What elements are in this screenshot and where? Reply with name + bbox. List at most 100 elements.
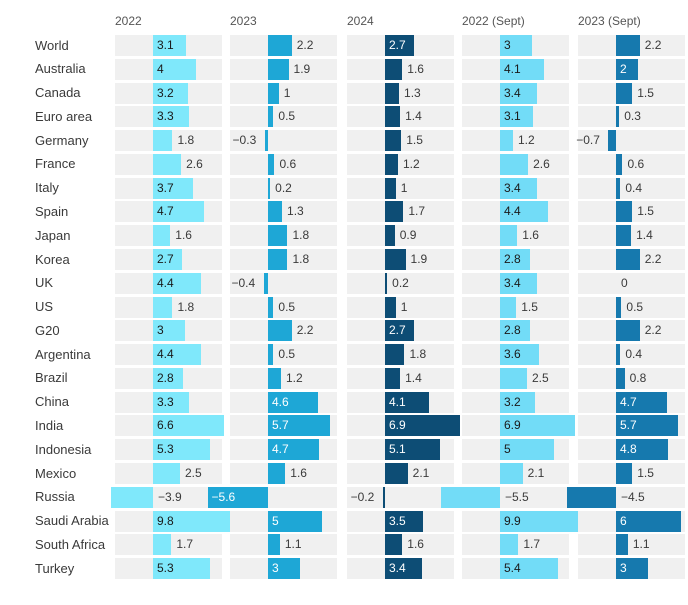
value-label: 1.7 <box>408 204 426 219</box>
value-label: 1.8 <box>292 228 310 243</box>
bar <box>382 486 385 508</box>
bar <box>616 35 640 56</box>
bar <box>153 272 201 294</box>
row-label: Russia <box>35 489 75 505</box>
bar-cell: 5 <box>462 439 569 461</box>
bar-cell: 1.8 <box>347 344 454 366</box>
bar-cell: 1.1 <box>578 534 685 556</box>
bar-cell: 4.8 <box>578 439 685 461</box>
value-label: 2.7 <box>389 323 406 338</box>
bar <box>268 558 301 580</box>
bar-cell: 0.5 <box>230 106 337 128</box>
value-label: 5.1 <box>389 442 406 457</box>
row-label: Italy <box>35 180 59 196</box>
bar-cell: 4.4 <box>115 344 222 366</box>
bar <box>500 130 513 152</box>
value-label: 0 <box>621 275 628 290</box>
bar-cell: 1.8 <box>115 130 222 152</box>
bar <box>616 82 633 104</box>
bar-cell: 5.4 <box>462 558 569 580</box>
value-label: 1.7 <box>523 537 541 552</box>
value-label: 2.2 <box>644 252 662 267</box>
bar <box>153 320 186 342</box>
value-label: 1.5 <box>637 85 654 100</box>
bar <box>385 225 395 247</box>
bar <box>616 463 633 485</box>
bar-cell: 3.2 <box>462 391 569 413</box>
value-label: 3 <box>272 561 279 576</box>
bar-cell: 5.3 <box>115 439 222 461</box>
bar-cell: 1.5 <box>347 130 454 152</box>
row-label: Indonesia <box>35 441 92 457</box>
value-label: −3.9 <box>158 489 182 504</box>
bar-cell: 3.3 <box>115 106 222 128</box>
bar <box>616 558 649 580</box>
bar-cell: 1.3 <box>347 82 454 104</box>
bar-cell: −0.3 <box>230 130 337 152</box>
bar <box>385 415 460 437</box>
value-label: 3 <box>504 38 511 52</box>
bar <box>153 558 211 580</box>
bar-cell: 2.1 <box>347 463 454 485</box>
value-label: 2.2 <box>296 323 314 338</box>
bar-cell: 1.9 <box>230 58 337 80</box>
value-label: 2.8 <box>504 323 521 338</box>
bar <box>268 106 274 128</box>
bar-cell: 1.2 <box>230 367 337 389</box>
value-label: 5 <box>272 513 279 528</box>
value-label: 4.4 <box>157 347 174 362</box>
bar <box>385 35 415 56</box>
bar <box>385 344 405 366</box>
bar <box>385 201 404 223</box>
row-label: Saudi Arabia <box>35 513 109 529</box>
value-label: 2.1 <box>412 466 430 481</box>
value-label: 1.3 <box>404 85 421 100</box>
bar <box>153 415 225 437</box>
bar-cell: 1.9 <box>347 249 454 271</box>
bar <box>385 463 408 485</box>
bar-cell: 2.6 <box>462 153 569 175</box>
bar <box>500 415 575 437</box>
value-label: 1.1 <box>284 537 302 552</box>
value-label: 5 <box>504 442 511 457</box>
bar <box>385 58 403 80</box>
bar <box>616 106 620 128</box>
bar <box>385 106 401 128</box>
bar <box>268 367 281 389</box>
value-label: 1.9 <box>410 252 428 267</box>
bar <box>110 486 153 508</box>
bar-cell: 3.1 <box>115 35 222 56</box>
bar-cell: 3.3 <box>115 391 222 413</box>
value-label: 0.6 <box>279 156 297 171</box>
bar-cell: 1.2 <box>347 153 454 175</box>
bar-cell: 2.2 <box>578 249 685 271</box>
bar <box>268 320 292 342</box>
bar-cell: 3 <box>462 35 569 56</box>
bar-cell: −0.7 <box>576 130 685 152</box>
bar <box>616 391 667 413</box>
bar <box>385 249 406 271</box>
bar-cell: 3.5 <box>347 510 454 532</box>
value-label: 4.7 <box>272 442 289 457</box>
bar <box>153 35 187 56</box>
bar <box>268 415 330 437</box>
bar <box>153 296 173 318</box>
value-label: 1.4 <box>405 109 422 124</box>
bar <box>268 225 288 247</box>
bar-cell: 0 <box>578 272 685 294</box>
value-label: 3 <box>157 323 164 338</box>
bar <box>153 463 180 485</box>
bar-cell: 2.2 <box>230 35 337 56</box>
bar-cell: 1 <box>347 296 454 318</box>
bar <box>268 153 275 175</box>
value-label: 5.7 <box>272 418 289 433</box>
bar-cell: 1.8 <box>230 225 337 247</box>
bar-cell: 2.8 <box>462 249 569 271</box>
value-label: 2.7 <box>389 38 406 52</box>
column-header: 2022 (Sept) <box>462 14 525 28</box>
bar-cell: 3.4 <box>462 272 569 294</box>
bar-cell: −0.4 <box>230 272 337 294</box>
value-label: 1.6 <box>290 466 307 481</box>
bar-cell: 4.7 <box>230 439 337 461</box>
